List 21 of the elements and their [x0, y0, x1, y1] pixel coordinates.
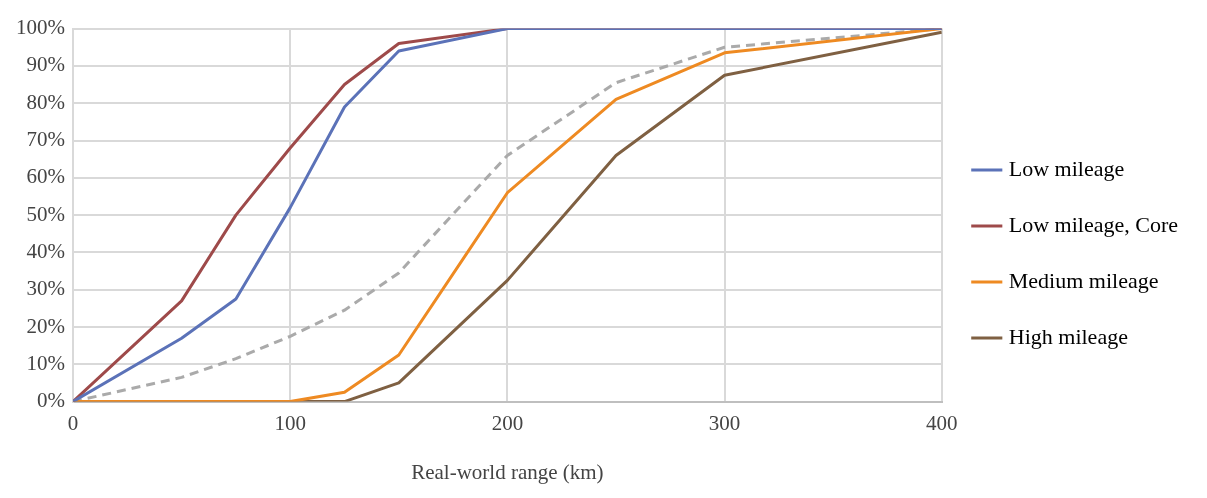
y-tick-label: 40% — [26, 238, 65, 263]
x-tick-label: 200 — [491, 410, 524, 435]
x-tick-label: 300 — [708, 410, 741, 435]
x-tick-label: 100 — [274, 410, 306, 435]
y-tick-label: 80% — [26, 89, 65, 114]
y-tick-label: 20% — [26, 313, 65, 338]
x-tick-label: 400 — [926, 410, 958, 435]
legend-label: High mileage — [1008, 323, 1128, 349]
y-tick-label: 50% — [26, 201, 65, 226]
x-tick-label: 0 — [67, 410, 79, 435]
y-tick-label: 0% — [36, 388, 65, 413]
y-tick-label: 30% — [26, 276, 65, 301]
y-tick-label: 100% — [15, 15, 65, 40]
y-tick-label: 10% — [26, 350, 65, 375]
y-tick-label: 70% — [26, 127, 65, 152]
legend-label: Low mileage, Core — [1008, 211, 1179, 237]
x-axis-title: Real-world range (km) — [411, 459, 604, 484]
y-tick-label: 60% — [26, 164, 65, 189]
legend-label: Medium mileage — [1008, 267, 1159, 293]
y-tick-label: 90% — [26, 52, 65, 77]
legend-label: Low mileage — [1008, 155, 1125, 181]
